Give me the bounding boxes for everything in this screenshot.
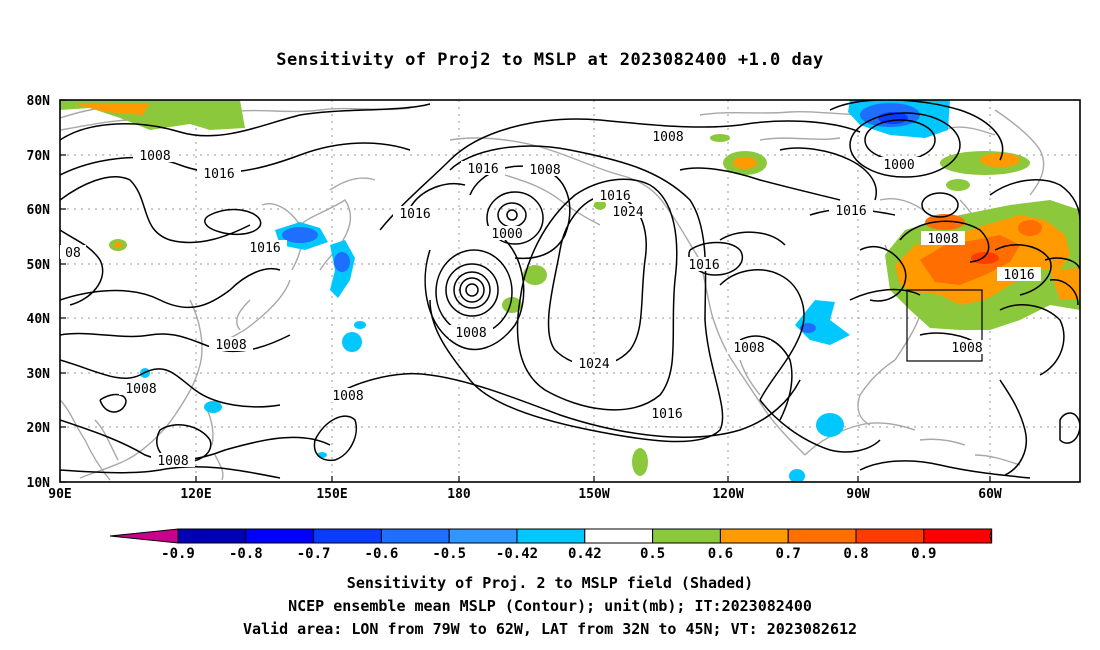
contour-label: 1016 <box>1003 268 1034 283</box>
colorbar-label: 0.5 <box>640 546 665 562</box>
contour-label: 08 <box>65 246 81 261</box>
contour-label: 1016 <box>599 189 630 204</box>
colorbar-label: -0.6 <box>365 546 399 562</box>
colorbar-box <box>787 528 857 544</box>
colorbar-label: 0.9 <box>911 546 936 562</box>
caption-line-1: Sensitivity of Proj. 2 to MSLP field (Sh… <box>346 574 754 592</box>
colorbar-box <box>719 528 789 544</box>
contour-labels: 1008 1016 1016 08 1016 1016 1008 1008 10… <box>60 129 1041 469</box>
lon-label: 180 <box>447 487 471 502</box>
colorbar-box <box>923 528 993 544</box>
lat-label: 20N <box>27 421 51 436</box>
contour-label: 1016 <box>688 258 719 273</box>
contour-label: 1024 <box>578 357 609 372</box>
tick-marks <box>59 99 991 483</box>
colorbar-label: 0.6 <box>708 546 733 562</box>
colorbar-labels: -0.9 -0.8 -0.7 -0.6 -0.5 -0.42 0.42 0.5 0.6 0.7 0.… <box>161 546 936 562</box>
colorbar-box <box>313 528 382 544</box>
colorbar-label: -0.7 <box>297 546 331 562</box>
contour-label: 1008 <box>455 326 486 341</box>
colorbar-label: -0.42 <box>496 546 538 562</box>
lat-label: 40N <box>27 312 51 327</box>
contour-label: 1000 <box>883 158 914 173</box>
colorbar-right-arrow <box>989 528 993 544</box>
lat-label: 50N <box>27 258 51 273</box>
contour-label: 1008 <box>652 130 683 145</box>
coastlines <box>60 106 1045 481</box>
colorbar-label: 0.8 <box>843 546 868 562</box>
contour-label: 1008 <box>139 149 170 164</box>
colorbar-boxes <box>109 528 993 544</box>
valid-area-box <box>906 289 983 362</box>
latitude-labels: 80N 70N 60N 50N 40N 30N 20N 10N <box>27 94 51 491</box>
caption-line-3: Valid area: LON from 79W to 62W, LAT fro… <box>242 620 858 638</box>
colorbar-box <box>584 528 654 544</box>
lon-label: 120E <box>180 487 211 502</box>
caption-line-2: NCEP ensemble mean MSLP (Contour); unit(… <box>288 597 812 615</box>
colorbar-box <box>516 528 586 544</box>
mslp-contours <box>60 100 1080 479</box>
colorbar-box <box>652 528 721 544</box>
lon-label: 150W <box>578 487 609 502</box>
contour-label: 1008 <box>215 338 246 353</box>
lat-label: 10N <box>27 476 51 491</box>
lat-label: 60N <box>27 203 51 218</box>
lat-label: 80N <box>27 94 51 109</box>
contour-label: 1008 <box>529 163 560 178</box>
lon-label: 150E <box>316 487 347 502</box>
sensitivity-shading-dark-orange <box>920 214 1042 285</box>
colorbar-box <box>855 528 925 544</box>
colorbar-box <box>177 528 247 544</box>
colorbar-label: -0.9 <box>161 546 195 562</box>
lon-label: 90W <box>846 487 870 502</box>
contour-label: 1016 <box>467 162 498 177</box>
lat-label: 30N <box>27 367 51 382</box>
lon-label: 60W <box>978 487 1002 502</box>
lat-label: 70N <box>27 149 51 164</box>
contour-label: 1008 <box>332 389 363 404</box>
contour-label: 1016 <box>249 241 280 256</box>
contour-label: 1000 <box>491 227 522 242</box>
plot-frame <box>59 99 1081 483</box>
contour-label: 1008 <box>927 232 958 247</box>
contour-label: 1016 <box>835 204 866 219</box>
contour-label: 1016 <box>399 207 430 222</box>
colorbar-label: -0.5 <box>432 546 466 562</box>
colorbar-label: -0.8 <box>229 546 263 562</box>
contour-label: 1016 <box>203 167 234 182</box>
contour-label: 1008 <box>125 382 156 397</box>
contour-label: 1016 <box>651 407 682 422</box>
longitude-labels: 90E 120E 150E 180 150W 120W 90W 60W <box>48 487 1002 502</box>
colorbar-box <box>380 528 450 544</box>
map-title: Sensitivity of Proj2 to MSLP at 20230824… <box>276 50 824 70</box>
contour-label: 1008 <box>157 454 188 469</box>
contour-label: 1008 <box>951 341 982 356</box>
contour-label: 1024 <box>612 205 643 220</box>
colorbar-label: 0.7 <box>776 546 801 562</box>
colorbar-box <box>448 528 518 544</box>
lon-label: 90E <box>48 487 71 502</box>
lon-label: 120W <box>712 487 743 502</box>
colorbar-box <box>245 528 315 544</box>
colorbar-left-arrow <box>109 528 179 544</box>
colorbar-label: 0.42 <box>568 546 602 562</box>
contour-label: 1008 <box>733 341 764 356</box>
